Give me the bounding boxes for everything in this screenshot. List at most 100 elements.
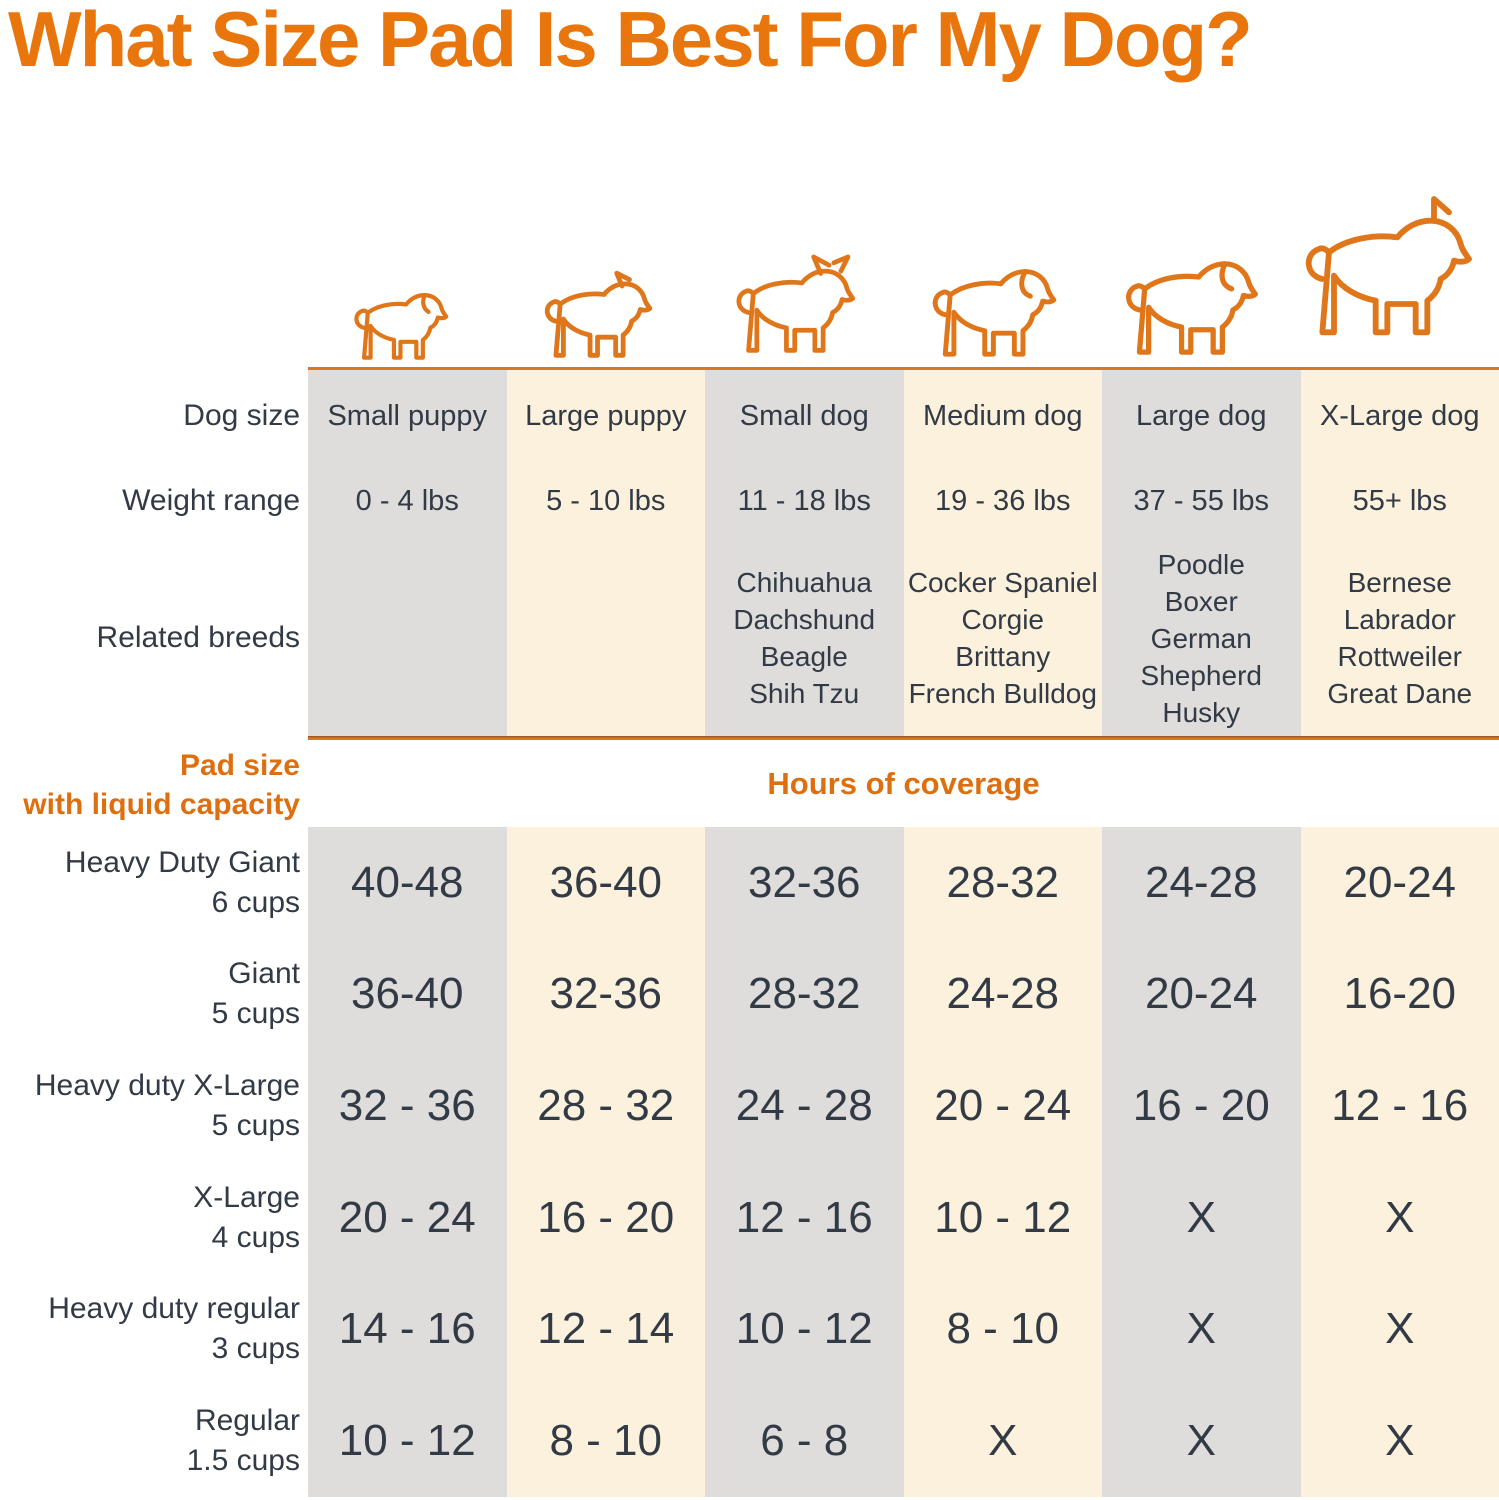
hours-cell: 36-40 (308, 938, 507, 1051)
hours-cell: 32-36 (506, 938, 705, 1051)
breed: Dachshund (733, 604, 876, 635)
breed: Bernese (1347, 567, 1452, 598)
header-column-medium-dog: Medium dog 19 - 36 lbs Cocker Spaniel Co… (903, 370, 1103, 736)
weight-range-value: 11 - 18 lbs (737, 484, 871, 517)
breed: Rottweiler (1337, 641, 1462, 672)
pad-row-label: X-Large 4 cups (0, 1162, 300, 1274)
breed: Cocker Spaniel (907, 567, 1098, 598)
weight-range-value: 19 - 36 lbs (935, 484, 1071, 517)
pad-capacity: 3 cups (211, 1332, 300, 1366)
pad-row-labels: Heavy Duty Giant 6 cups Giant 5 cups Hea… (0, 827, 300, 1497)
hours-cell: 24-28 (903, 938, 1102, 1051)
pad-size-label-line1: Pad size (179, 749, 300, 782)
breed: Beagle (760, 641, 848, 672)
pad-size-label-line2: with liquid capacity (23, 788, 300, 821)
hours-cell: 10 - 12 (705, 1273, 904, 1386)
breed: Boxer (1164, 585, 1238, 617)
dog-icon-large-dog (1101, 140, 1299, 367)
hours-cell: X (1102, 1273, 1301, 1386)
hours-cell: 8 - 10 (903, 1273, 1102, 1386)
hours-cell: 32 - 36 (308, 1050, 507, 1162)
pad-row-label: Heavy duty regular 3 cups (0, 1274, 300, 1386)
pad-row-label: Heavy Duty Giant 6 cups (0, 827, 300, 939)
related-breeds-list (507, 540, 706, 736)
hours-cell: X (1102, 1161, 1301, 1274)
weight-range-value: 37 - 55 lbs (1133, 484, 1269, 517)
hours-cell: 16 - 20 (506, 1161, 705, 1274)
hours-cell: 12 - 16 (1300, 1050, 1499, 1162)
related-breeds-list: Cocker Spaniel Corgie Brittany French Bu… (904, 540, 1103, 736)
hours-cell: 12 - 14 (506, 1273, 705, 1386)
dog-size-value: X-Large dog (1319, 399, 1480, 432)
hours-cell: 20-24 (1300, 827, 1499, 939)
dog-icon-medium-dog (903, 140, 1101, 367)
breed: Brittany (955, 641, 1051, 672)
hours-cell: 32-36 (705, 827, 904, 939)
hours-cell: 28-32 (903, 827, 1102, 939)
hours-cell: 20 - 24 (308, 1161, 507, 1274)
header-column-large-dog: Large dog 37 - 55 lbs Poodle Boxer Germa… (1102, 370, 1301, 736)
hours-cell: X (903, 1385, 1102, 1497)
hours-cell: 20 - 24 (903, 1050, 1102, 1162)
hours-cell: 10 - 12 (308, 1385, 507, 1497)
hours-cell: 28-32 (705, 938, 904, 1051)
dog-icon-large-puppy (506, 140, 704, 367)
breed: Great Dane (1327, 678, 1473, 709)
hours-of-coverage-table: 40-48 36-40 32-36 28-32 24-28 20-24 36-4… (308, 827, 1499, 1497)
pad-capacity: 6 cups (211, 885, 300, 919)
hours-cell: 10 - 12 (903, 1161, 1102, 1274)
hours-cell: X (1102, 1385, 1301, 1497)
weight-range-row-label: Weight range (122, 484, 300, 517)
related-breeds-list: Bernese Labrador Rottweiler Great Dane (1301, 540, 1499, 736)
dog-size-row-label: Dog size (183, 399, 300, 432)
dog-icon-small-dog (704, 140, 902, 367)
hours-cell: 24-28 (1102, 827, 1301, 939)
pad-row-label: Giant 5 cups (0, 939, 300, 1051)
pad-row-label: Heavy duty X-Large 5 cups (0, 1050, 300, 1162)
header-column-small-dog: Small dog 11 - 18 lbs Chihuahua Dachshun… (705, 370, 904, 736)
hours-cell: 16 - 20 (1102, 1050, 1301, 1162)
header-column-x-large-dog: X-Large dog 55+ lbs Bernese Labrador Rot… (1300, 370, 1499, 736)
hours-cell: 36-40 (506, 827, 705, 939)
dog-size-value: Medium dog (922, 399, 1083, 432)
hours-cell: 6 - 8 (705, 1385, 904, 1497)
section-divider-rule (308, 736, 1499, 740)
pad-name: X-Large (193, 1180, 300, 1214)
dog-size-value: Small puppy (327, 399, 488, 432)
hours-cell: X (1300, 1273, 1499, 1386)
hours-cell: 20-24 (1102, 938, 1301, 1051)
pad-capacity: 1.5 cups (186, 1444, 300, 1478)
hours-of-coverage-header: Hours of coverage (767, 766, 1040, 801)
breed: Shih Tzu (749, 678, 860, 709)
pad-name: Heavy Duty Giant (64, 845, 300, 879)
hours-cell: 24 - 28 (705, 1050, 904, 1162)
weight-range-value: 55+ lbs (1352, 484, 1447, 517)
related-breeds-row-label: Related breeds (96, 621, 300, 654)
hours-cell: 16-20 (1300, 938, 1499, 1051)
related-breeds-list (308, 540, 507, 736)
breed: Labrador (1343, 604, 1456, 635)
page-title: What Size Pad Is Best For My Dog? (8, 0, 1253, 83)
pad-capacity: 5 cups (211, 1109, 300, 1143)
pad-size-section-label: Pad size with liquid capacity (0, 746, 300, 824)
hours-cell: X (1300, 1385, 1499, 1497)
hours-cell: X (1300, 1161, 1499, 1274)
related-breeds-list: Chihuahua Dachshund Beagle Shih Tzu (705, 540, 904, 736)
dog-icon-x-large-dog (1299, 140, 1499, 367)
hours-cell: 8 - 10 (506, 1385, 705, 1497)
breed: Husky (1162, 696, 1241, 728)
dog-size-value: Large dog (1135, 399, 1267, 432)
header-column-small-puppy: Small puppy 0 - 4 lbs (308, 370, 507, 736)
pad-capacity: 5 cups (211, 997, 300, 1031)
dog-icon-small-puppy (308, 140, 506, 367)
pad-name: Heavy duty regular (48, 1292, 300, 1326)
dog-illustrations-row (308, 140, 1499, 370)
hours-cell: 12 - 16 (705, 1161, 904, 1274)
breed: Corgie (961, 604, 1044, 635)
pad-row-label: Regular 1.5 cups (0, 1385, 300, 1497)
pad-capacity: 4 cups (211, 1220, 300, 1254)
pad-name: Regular (194, 1404, 300, 1438)
related-breeds-list: Poodle Boxer German Shepherd Husky (1102, 540, 1301, 736)
dog-size-value: Small dog (739, 399, 869, 432)
dog-size-header-table: Small puppy 0 - 4 lbs Large puppy 5 - 10… (308, 370, 1499, 736)
